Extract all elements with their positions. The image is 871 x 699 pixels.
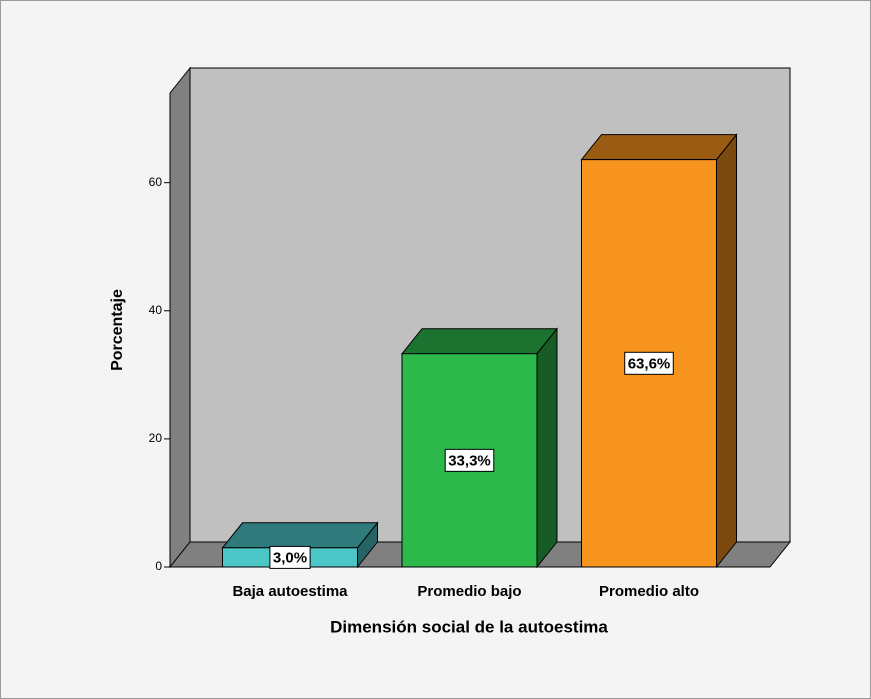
value-label: 63,6% <box>628 355 671 372</box>
y-tick-label: 20 <box>149 431 163 445</box>
value-label: 33,3% <box>448 452 491 469</box>
y-axis-title: Porcentaje <box>109 289 126 371</box>
value-label-box <box>269 545 311 569</box>
y-tick-label: 0 <box>155 559 162 573</box>
value-label: 3,0% <box>273 549 307 566</box>
bar-top <box>400 328 559 355</box>
value-label-box <box>624 351 674 375</box>
x-tick-label: Baja autoestima <box>232 583 348 600</box>
left-wall <box>169 66 191 569</box>
value-label-box <box>444 448 495 472</box>
y-tick-label: 60 <box>149 175 163 189</box>
x-tick-label: Promedio bajo <box>417 583 521 600</box>
y-tick-label: 40 <box>149 303 163 317</box>
bar-top <box>580 134 738 161</box>
bar-side <box>536 327 558 569</box>
bar-side <box>716 133 737 569</box>
x-axis-title: Dimensión social de la autoestima <box>330 617 608 636</box>
bar-top <box>221 522 379 549</box>
x-tick-label: Promedio alto <box>599 583 699 600</box>
